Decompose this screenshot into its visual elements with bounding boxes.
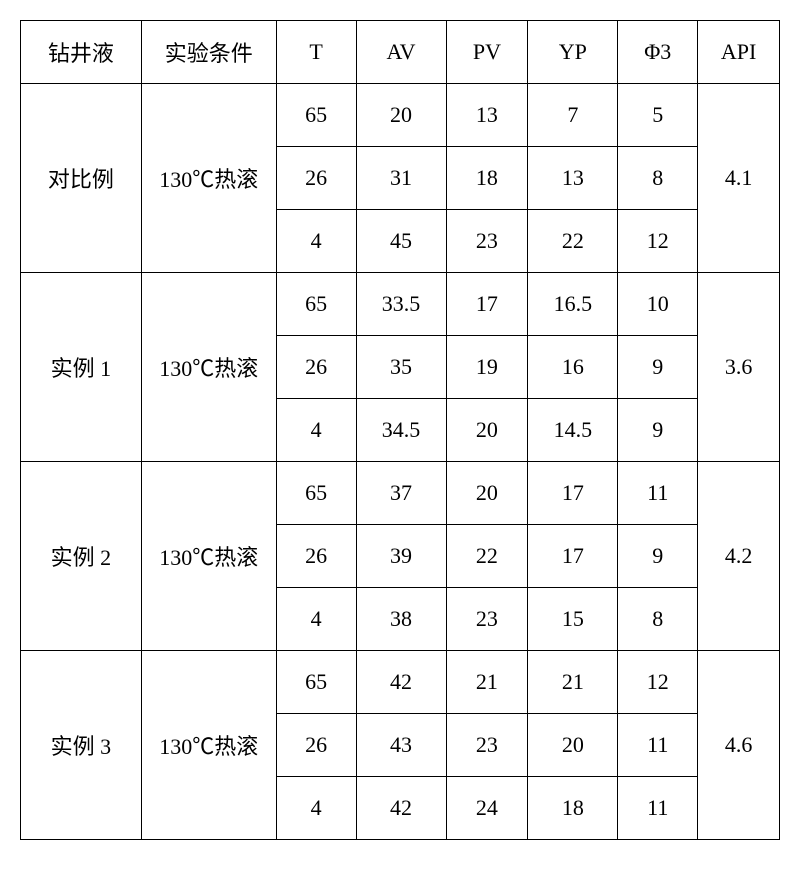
cell-phi3: 11 <box>618 777 698 840</box>
cell-t: 65 <box>276 651 356 714</box>
cell-phi3: 8 <box>618 588 698 651</box>
cell-fluid: 实例 1 <box>21 273 142 462</box>
cell-yp: 22 <box>528 210 618 273</box>
cell-av: 42 <box>356 777 446 840</box>
cell-pv: 18 <box>446 147 528 210</box>
cell-yp: 13 <box>528 147 618 210</box>
cell-yp: 16 <box>528 336 618 399</box>
cell-pv: 19 <box>446 336 528 399</box>
cell-t: 26 <box>276 336 356 399</box>
cell-condition: 130℃热滚 <box>141 462 276 651</box>
cell-phi3: 8 <box>618 147 698 210</box>
cell-t: 4 <box>276 210 356 273</box>
cell-av: 38 <box>356 588 446 651</box>
cell-pv: 20 <box>446 462 528 525</box>
cell-condition: 130℃热滚 <box>141 84 276 273</box>
cell-fluid: 对比例 <box>21 84 142 273</box>
cell-av: 35 <box>356 336 446 399</box>
cell-t: 65 <box>276 84 356 147</box>
drilling-fluid-table: 钻井液 实验条件 T AV PV YP Φ3 API 对比例 130℃热滚 65… <box>20 20 780 840</box>
cell-yp: 21 <box>528 651 618 714</box>
cell-yp: 7 <box>528 84 618 147</box>
cell-av: 31 <box>356 147 446 210</box>
cell-yp: 16.5 <box>528 273 618 336</box>
header-pv: PV <box>446 21 528 84</box>
cell-phi3: 10 <box>618 273 698 336</box>
cell-av: 43 <box>356 714 446 777</box>
header-api: API <box>698 21 780 84</box>
header-fluid: 钻井液 <box>21 21 142 84</box>
cell-yp: 15 <box>528 588 618 651</box>
cell-pv: 24 <box>446 777 528 840</box>
cell-phi3: 9 <box>618 336 698 399</box>
cell-t: 65 <box>276 462 356 525</box>
table-row: 对比例 130℃热滚 65 20 13 7 5 4.1 <box>21 84 780 147</box>
cell-phi3: 9 <box>618 399 698 462</box>
cell-t: 26 <box>276 714 356 777</box>
cell-pv: 17 <box>446 273 528 336</box>
cell-yp: 17 <box>528 462 618 525</box>
cell-av: 20 <box>356 84 446 147</box>
cell-pv: 23 <box>446 588 528 651</box>
cell-condition: 130℃热滚 <box>141 273 276 462</box>
cell-api: 4.1 <box>698 84 780 273</box>
cell-pv: 23 <box>446 714 528 777</box>
cell-t: 26 <box>276 147 356 210</box>
cell-api: 3.6 <box>698 273 780 462</box>
table-row: 实例 1 130℃热滚 65 33.5 17 16.5 10 3.6 <box>21 273 780 336</box>
header-condition: 实验条件 <box>141 21 276 84</box>
header-av: AV <box>356 21 446 84</box>
cell-pv: 21 <box>446 651 528 714</box>
cell-api: 4.2 <box>698 462 780 651</box>
header-t: T <box>276 21 356 84</box>
cell-api: 4.6 <box>698 651 780 840</box>
cell-fluid: 实例 3 <box>21 651 142 840</box>
cell-t: 4 <box>276 777 356 840</box>
cell-yp: 17 <box>528 525 618 588</box>
header-phi3: Φ3 <box>618 21 698 84</box>
cell-phi3: 12 <box>618 651 698 714</box>
cell-t: 26 <box>276 525 356 588</box>
cell-phi3: 11 <box>618 462 698 525</box>
cell-pv: 13 <box>446 84 528 147</box>
cell-av: 42 <box>356 651 446 714</box>
cell-condition: 130℃热滚 <box>141 651 276 840</box>
header-row: 钻井液 实验条件 T AV PV YP Φ3 API <box>21 21 780 84</box>
table-row: 实例 3 130℃热滚 65 42 21 21 12 4.6 <box>21 651 780 714</box>
cell-phi3: 5 <box>618 84 698 147</box>
table-body: 钻井液 实验条件 T AV PV YP Φ3 API 对比例 130℃热滚 65… <box>21 21 780 840</box>
cell-t: 4 <box>276 588 356 651</box>
cell-t: 65 <box>276 273 356 336</box>
table-row: 实例 2 130℃热滚 65 37 20 17 11 4.2 <box>21 462 780 525</box>
cell-t: 4 <box>276 399 356 462</box>
cell-phi3: 12 <box>618 210 698 273</box>
cell-phi3: 11 <box>618 714 698 777</box>
cell-yp: 20 <box>528 714 618 777</box>
cell-av: 34.5 <box>356 399 446 462</box>
cell-av: 33.5 <box>356 273 446 336</box>
cell-yp: 18 <box>528 777 618 840</box>
cell-yp: 14.5 <box>528 399 618 462</box>
cell-pv: 23 <box>446 210 528 273</box>
cell-av: 39 <box>356 525 446 588</box>
cell-pv: 22 <box>446 525 528 588</box>
cell-pv: 20 <box>446 399 528 462</box>
cell-phi3: 9 <box>618 525 698 588</box>
cell-av: 45 <box>356 210 446 273</box>
cell-fluid: 实例 2 <box>21 462 142 651</box>
cell-av: 37 <box>356 462 446 525</box>
header-yp: YP <box>528 21 618 84</box>
